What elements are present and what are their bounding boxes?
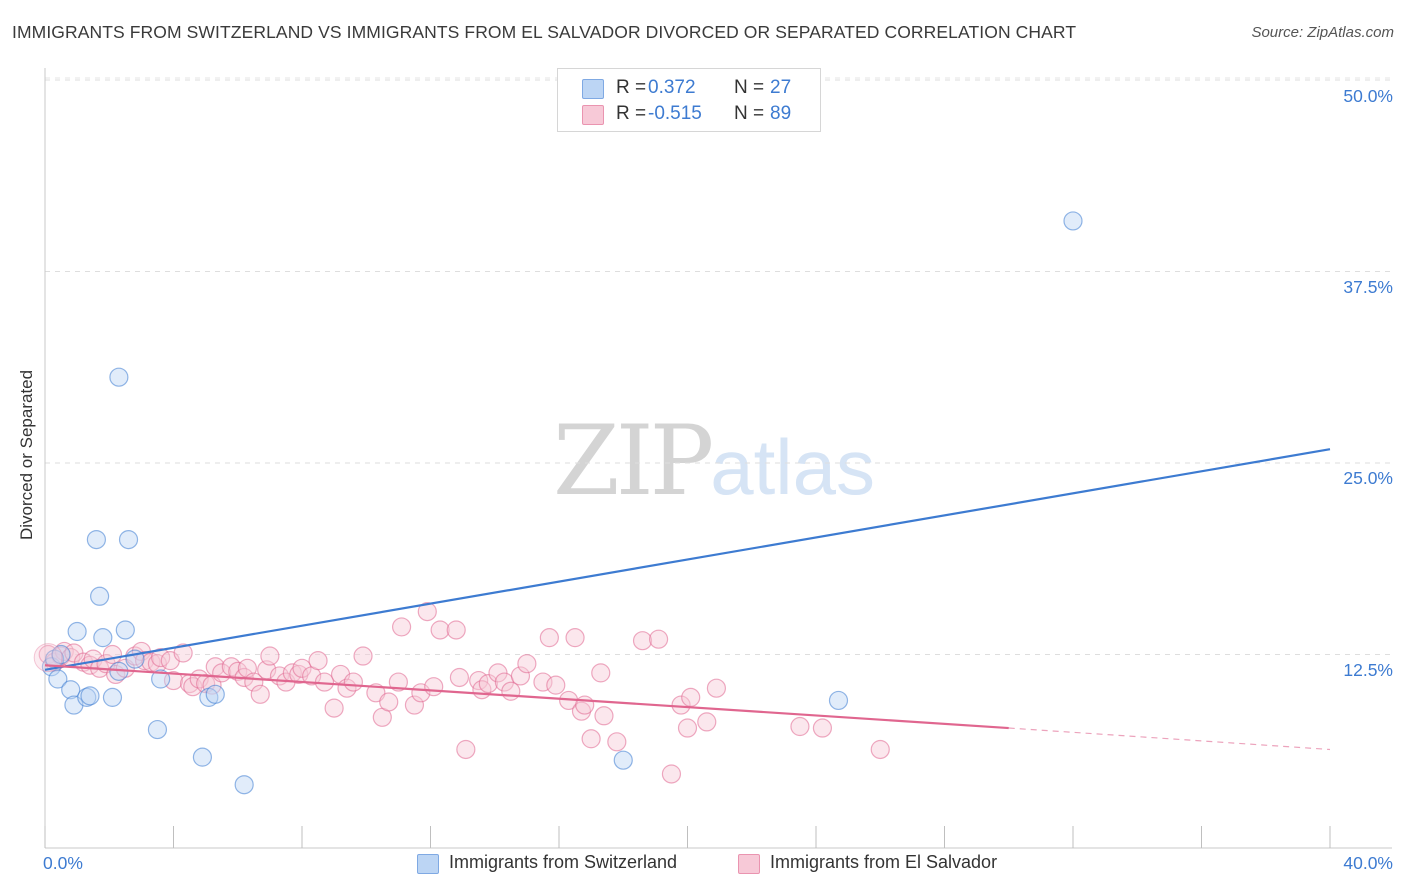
data-point bbox=[102, 644, 123, 665]
data-point bbox=[80, 686, 100, 706]
axes bbox=[44, 68, 1392, 849]
data-point bbox=[109, 367, 129, 387]
legend-swatch bbox=[738, 854, 760, 874]
data-points bbox=[33, 211, 1083, 795]
data-point bbox=[192, 747, 213, 767]
data-point bbox=[90, 586, 110, 606]
data-point bbox=[67, 621, 87, 642]
data-point bbox=[61, 680, 81, 700]
n-label: N = bbox=[734, 103, 765, 124]
watermark: ZIPatlas bbox=[553, 405, 875, 517]
data-point bbox=[510, 666, 531, 686]
data-point bbox=[417, 602, 437, 622]
series-legend: Immigrants from Switzerland Immigrants f… bbox=[0, 852, 1406, 878]
data-point bbox=[607, 732, 627, 752]
data-point bbox=[632, 631, 653, 651]
data-point bbox=[234, 775, 254, 795]
data-point bbox=[388, 672, 408, 692]
legend-swatch bbox=[582, 79, 604, 99]
data-point bbox=[517, 654, 537, 674]
r-value: -0.515 bbox=[648, 103, 702, 124]
n-label: N = bbox=[734, 77, 765, 98]
data-point bbox=[205, 684, 225, 704]
data-point bbox=[51, 644, 71, 665]
data-point bbox=[594, 706, 614, 726]
trend-line-switzerland bbox=[44, 448, 1331, 671]
trend-line-el-salvador bbox=[44, 664, 1009, 730]
r-value: 0.372 bbox=[648, 77, 696, 98]
data-point bbox=[151, 669, 171, 689]
data-point bbox=[404, 695, 425, 715]
data-point bbox=[173, 643, 193, 663]
data-point bbox=[102, 687, 123, 707]
data-point bbox=[115, 620, 135, 640]
y-axis-label: Divorced or Separated bbox=[17, 369, 36, 540]
legend-swatch bbox=[417, 854, 439, 874]
trend-line-el-salvador-extrapolated bbox=[1008, 727, 1331, 751]
chart-title: IMMIGRANTS FROM SWITZERLAND VS IMMIGRANT… bbox=[12, 22, 1077, 42]
data-point bbox=[1063, 211, 1083, 231]
data-point bbox=[353, 646, 373, 666]
legend-label: Immigrants from Switzerland bbox=[449, 852, 678, 872]
data-point bbox=[697, 712, 717, 732]
data-point bbox=[478, 674, 498, 694]
data-point bbox=[324, 698, 344, 718]
data-point bbox=[48, 669, 68, 689]
data-point bbox=[260, 646, 280, 666]
trend-lines bbox=[44, 448, 1331, 751]
data-point bbox=[565, 628, 585, 648]
data-point bbox=[86, 529, 107, 550]
n-value: 27 bbox=[770, 77, 792, 98]
x-tick-label: 0.0% bbox=[43, 853, 83, 873]
data-point bbox=[33, 643, 63, 673]
data-point bbox=[539, 628, 559, 648]
chart-source: Source: ZipAtlas.com bbox=[1251, 24, 1394, 41]
data-point bbox=[147, 719, 168, 740]
data-point bbox=[681, 687, 701, 707]
y-tick-label: 37.5% bbox=[1343, 277, 1393, 297]
data-point bbox=[391, 617, 412, 637]
correlation-legend: R = 0.372 N = 27 R = -0.515 N = 89 bbox=[557, 68, 821, 132]
data-point bbox=[77, 687, 97, 707]
data-point bbox=[449, 667, 470, 688]
r-label: R = bbox=[616, 77, 647, 98]
data-point bbox=[379, 692, 399, 712]
data-point bbox=[343, 672, 363, 692]
data-point bbox=[456, 739, 476, 760]
data-point bbox=[613, 750, 633, 770]
data-point bbox=[424, 677, 444, 697]
data-point bbox=[501, 681, 521, 701]
data-point bbox=[308, 651, 328, 671]
data-point bbox=[812, 718, 833, 738]
data-point bbox=[446, 620, 466, 640]
n-value: 89 bbox=[770, 103, 792, 124]
data-point bbox=[648, 629, 669, 649]
watermark-zip: ZIP bbox=[553, 405, 714, 517]
data-point bbox=[706, 678, 727, 698]
data-point bbox=[828, 690, 849, 711]
data-point bbox=[546, 675, 566, 695]
watermark-atlas: atlas bbox=[710, 423, 875, 511]
legend-label: Immigrants from El Salvador bbox=[770, 852, 998, 872]
data-point bbox=[591, 663, 611, 683]
grid-lines bbox=[45, 77, 1392, 655]
data-point bbox=[292, 658, 312, 678]
legend-swatch bbox=[582, 105, 604, 125]
data-point bbox=[430, 620, 450, 640]
data-point bbox=[93, 628, 113, 648]
data-point bbox=[677, 718, 698, 738]
x-tick-label: 40.0% bbox=[1343, 853, 1393, 873]
data-point bbox=[790, 716, 810, 737]
data-point bbox=[870, 739, 890, 760]
data-point bbox=[250, 684, 270, 704]
y-tick-label: 12.5% bbox=[1343, 660, 1393, 680]
y-tick-label: 25.0% bbox=[1343, 468, 1393, 488]
data-point bbox=[118, 529, 139, 550]
data-point bbox=[575, 695, 595, 715]
data-point bbox=[661, 764, 682, 784]
y-tick-label: 50.0% bbox=[1343, 86, 1393, 106]
data-point bbox=[581, 729, 601, 749]
r-label: R = bbox=[616, 103, 647, 124]
